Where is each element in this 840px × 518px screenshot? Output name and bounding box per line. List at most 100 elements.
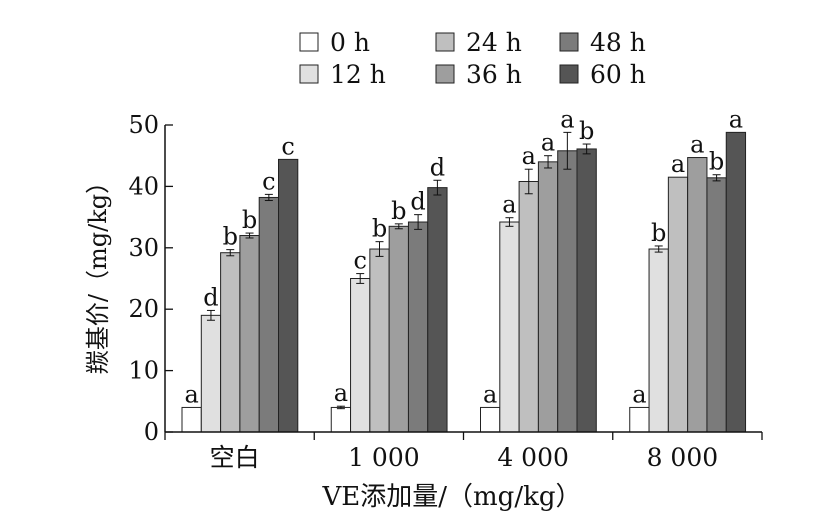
legend-swatch	[299, 32, 319, 52]
error-bar-36h-2	[544, 155, 553, 169]
bar-0h-0	[181, 406, 202, 433]
sig-label-48h-0: c	[262, 167, 275, 195]
bar-12h-1	[350, 278, 371, 433]
legend-swatch	[435, 64, 455, 84]
bar-36h-1	[388, 225, 409, 433]
axes: 0 10 20 30 40 50 空白 1 000 4 000 8 000	[128, 111, 763, 472]
sig-label-36h-2: a	[541, 129, 555, 157]
error-bar-48h-3	[712, 174, 721, 182]
bar-36h-2	[537, 161, 559, 433]
sig-label-12h-0: d	[203, 283, 218, 311]
legend-label: 36 h	[466, 60, 522, 89]
bars	[181, 131, 747, 433]
x-axis-label: VE添加量/（mg/kg）	[322, 482, 582, 512]
legend-swatch	[559, 64, 579, 84]
error-bar-48h-2	[563, 131, 572, 170]
error-bar-48h-0	[264, 193, 273, 202]
x-tick-label: 1 000	[348, 443, 420, 472]
legend-swatch	[559, 32, 579, 52]
sig-label-24h-0: b	[223, 223, 238, 251]
sig-label-0h-1: a	[334, 379, 348, 407]
bar-60h-3	[725, 131, 747, 433]
bar-0h-1	[330, 406, 352, 433]
y-tick-label: 0	[144, 418, 159, 446]
sig-label-36h-1: b	[391, 197, 406, 225]
error-bars	[206, 131, 721, 410]
sig-label-60h-3: a	[729, 105, 743, 133]
bar-60h-0	[278, 158, 299, 433]
sig-label-24h-2: a	[522, 142, 536, 170]
y-tick-label: 20	[128, 295, 159, 323]
bar-0h-3	[629, 406, 650, 433]
bar-0h-2	[480, 406, 501, 433]
sig-label-12h-2: a	[502, 191, 516, 219]
legend-item-0h: 0 h	[299, 28, 370, 57]
legend-label: 0 h	[330, 28, 370, 57]
sig-label-24h-3: a	[671, 150, 685, 178]
bar-36h-0	[239, 235, 260, 433]
legend-item-24h: 24 h	[435, 28, 522, 57]
y-tick-label: 30	[128, 234, 159, 262]
sig-label-36h-0: b	[242, 206, 257, 234]
bar-24h-0	[220, 252, 241, 433]
legend-item-12h: 12 h	[299, 60, 386, 89]
sig-label-24h-1: b	[372, 215, 387, 243]
bar-24h-2	[518, 180, 539, 433]
bar-60h-1	[427, 187, 448, 433]
y-tick-label: 50	[128, 111, 159, 139]
legend: 0 h 12 h 24 h 36 h 48 h 60 h	[299, 28, 646, 89]
legend-label: 24 h	[466, 28, 522, 57]
sig-label-36h-3: a	[690, 131, 704, 159]
legend-item-60h: 60 h	[559, 60, 646, 89]
legend-swatch	[299, 64, 319, 84]
error-bar-36h-1	[394, 223, 403, 230]
bar-24h-1	[369, 248, 390, 433]
error-bar-12h-2	[505, 217, 514, 227]
sig-label-60h-0: c	[281, 132, 294, 160]
y-tick-label: 10	[128, 357, 159, 385]
sig-label-12h-1: c	[353, 247, 366, 275]
error-bar-12h-1	[356, 273, 365, 284]
x-tick-label: 8 000	[647, 443, 719, 472]
error-bar-60h-2	[582, 143, 591, 155]
error-bar-24h-1	[375, 241, 384, 257]
bar-48h-3	[706, 177, 727, 433]
bar-24h-3	[667, 176, 689, 433]
y-tick-label: 40	[128, 172, 159, 200]
x-tick-label: 4 000	[497, 443, 569, 472]
error-bar-48h-1	[414, 214, 423, 230]
sig-label-0h-3: a	[632, 380, 646, 408]
bar-60h-2	[576, 148, 597, 433]
legend-label: 60 h	[590, 60, 646, 89]
legend-label: 48 h	[590, 28, 646, 57]
sig-label-60h-2: b	[579, 117, 594, 145]
x-tick-label: 空白	[210, 443, 260, 472]
bar-36h-3	[687, 157, 708, 433]
legend-label: 12 h	[330, 60, 386, 89]
bar-48h-2	[557, 150, 578, 433]
error-bar-12h-3	[654, 245, 663, 253]
legend-item-36h: 36 h	[435, 60, 522, 89]
error-bar-12h-0	[206, 309, 215, 321]
y-axis-label: 羰基价/（mg/kg）	[84, 170, 112, 374]
sig-label-48h-1: d	[410, 188, 425, 216]
error-bar-24h-0	[226, 249, 235, 257]
sig-label-60h-1: d	[430, 153, 445, 181]
bar-12h-0	[200, 314, 222, 433]
error-bar-0h-1	[336, 405, 345, 410]
error-bar-24h-2	[524, 168, 533, 195]
sig-label-48h-2: a	[560, 105, 574, 133]
sig-label-0h-2: a	[483, 380, 497, 408]
bar-48h-0	[258, 196, 280, 433]
legend-item-48h: 48 h	[559, 28, 646, 57]
sig-label-48h-3: b	[709, 148, 724, 176]
bar-12h-3	[648, 248, 669, 433]
error-bar-36h-0	[245, 232, 254, 239]
sig-label-0h-0: a	[184, 380, 198, 408]
error-bar-60h-1	[433, 179, 442, 196]
sig-label-12h-3: b	[651, 219, 666, 247]
bar-12h-2	[499, 221, 520, 433]
bar-48h-1	[407, 221, 429, 433]
